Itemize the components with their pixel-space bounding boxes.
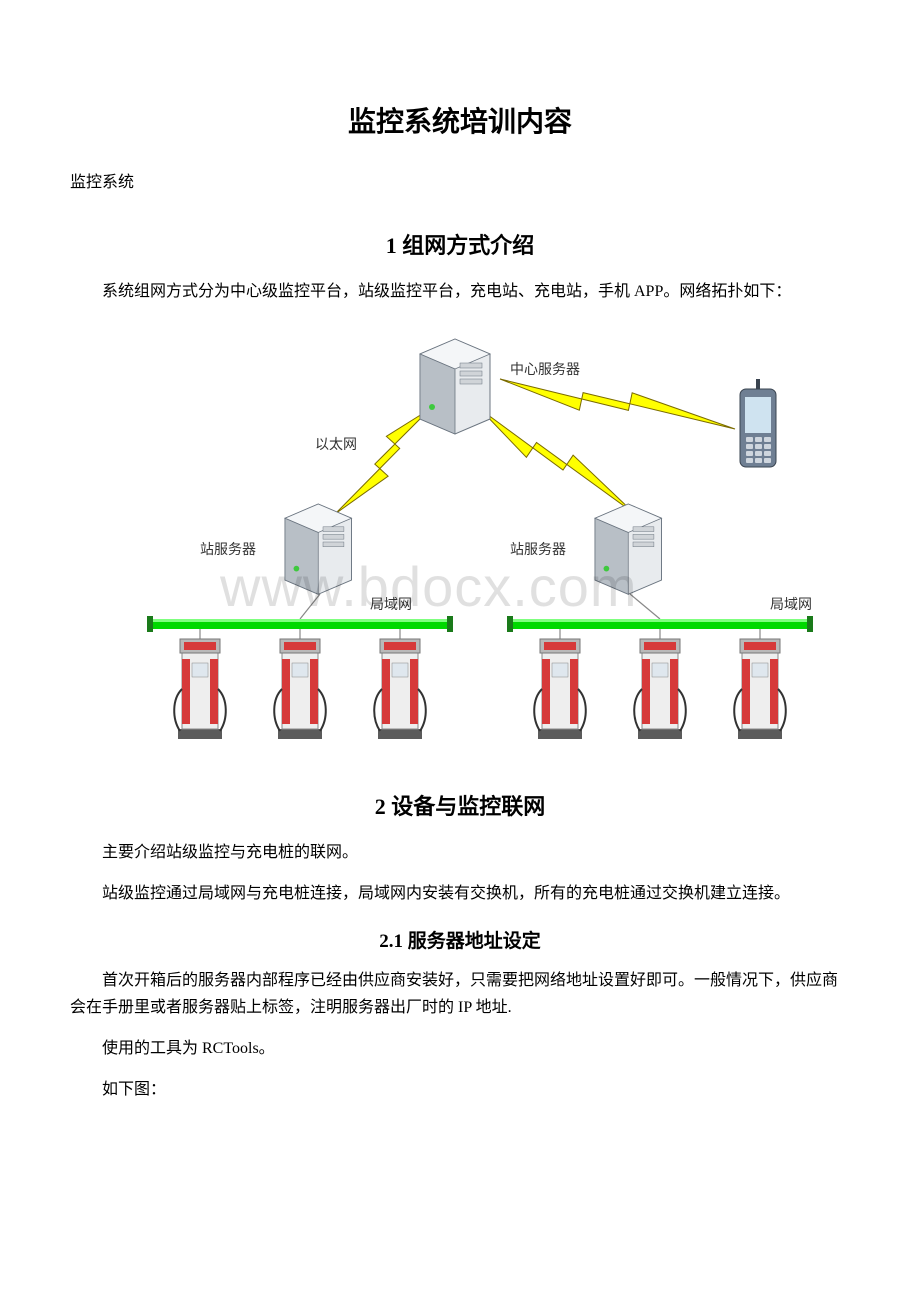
network-diagram: 中心服务器 以太网 站服务器 站服务器 局域网 局域网 www.bdocx.co… bbox=[70, 319, 850, 769]
label-station-server-r: 站服务器 bbox=[510, 539, 566, 559]
section-2-para-2: 站级监控通过局域网与充电桩连接，局域网内安装有交换机，所有的充电桩通过交换机建立… bbox=[70, 880, 850, 907]
diagram-svg bbox=[70, 319, 850, 769]
section-2-1-para-3: 如下图： bbox=[70, 1076, 850, 1103]
label-station-server-l: 站服务器 bbox=[200, 539, 256, 559]
label-lan-r: 局域网 bbox=[770, 594, 812, 614]
label-lan-l: 局域网 bbox=[370, 594, 412, 614]
section-2-heading: 2 设备与监控联网 bbox=[70, 789, 850, 821]
section-2-para-1: 主要介绍站级监控与充电桩的联网。 bbox=[70, 839, 850, 866]
section-2-1-para-1: 首次开箱后的服务器内部程序已经由供应商安装好，只需要把网络地址设置好即可。一般情… bbox=[70, 967, 850, 1021]
label-center-server: 中心服务器 bbox=[510, 359, 580, 379]
section-1-heading: 1 组网方式介绍 bbox=[70, 228, 850, 260]
section-1-para-1: 系统组网方式分为中心级监控平台，站级监控平台，充电站、充电站，手机 APP。网络… bbox=[70, 278, 850, 305]
doc-subtitle: 监控系统 bbox=[70, 168, 850, 192]
section-2-1-para-2: 使用的工具为 RCTools。 bbox=[70, 1035, 850, 1062]
label-ethernet: 以太网 bbox=[315, 434, 357, 454]
doc-title: 监控系统培训内容 bbox=[70, 100, 850, 140]
section-2-1-heading: 2.1 服务器地址设定 bbox=[70, 926, 850, 953]
